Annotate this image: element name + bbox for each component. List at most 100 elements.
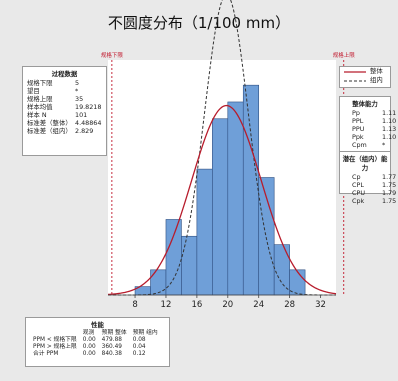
potential-capability-label: Cp xyxy=(352,173,361,181)
histogram-bar xyxy=(242,84,260,296)
performance-cell: PPM > 规格上限 xyxy=(33,344,77,350)
overall-capability-rows: Pp 1.11 PPL 1.10 PPU 1.13 Ppk 1.10 Cpm * xyxy=(340,109,396,149)
potential-capability-value: 1.79 xyxy=(382,189,397,197)
capability-panel: 整体能力 Pp 1.11 PPL 1.10 PPU 1.13 Ppk 1.10 Cpm * 潜在（… xyxy=(339,96,396,205)
potential-capability-value: 1.77 xyxy=(382,173,397,181)
performance-cell: 0.12 xyxy=(132,351,146,357)
performance-title: 性能 xyxy=(91,321,104,329)
histogram-bar xyxy=(165,219,182,296)
process-data-value: 5 xyxy=(75,79,80,87)
x-tick-label: 24 xyxy=(253,300,264,310)
overall-capability-label: Cpm xyxy=(352,141,367,149)
overall-capability-row: PPU 1.13 xyxy=(340,125,396,133)
process-data-title: 过程数据 xyxy=(51,70,78,78)
process-data-row: 样本 N 101 xyxy=(23,111,106,119)
performance-cell: 合计 PPM xyxy=(33,351,59,357)
process-data-row: 样本均值 19.8218 xyxy=(23,103,106,111)
legend-item-within: 组内 xyxy=(340,76,390,85)
process-data-value: 2.829 xyxy=(75,127,94,135)
performance-header-cell: 预期 整体 xyxy=(101,330,127,336)
x-tick-label: 8 xyxy=(132,300,137,310)
x-tick-label: 32 xyxy=(315,300,326,310)
process-data-value: 19.8218 xyxy=(75,103,102,111)
histogram-bar xyxy=(181,235,198,296)
performance-cell: 479.88 xyxy=(101,337,122,343)
x-tick-label: 20 xyxy=(222,300,233,310)
performance-row: 合计 PPM 0.00 840.38 0.12 xyxy=(30,351,161,358)
performance-header-row: 观测 预期 整体 预期 组内 xyxy=(30,330,161,337)
potential-capability-value: 1.75 xyxy=(382,181,397,189)
process-data-row: 规格下限 5 xyxy=(23,79,106,87)
performance-row: PPM < 规格下限 0.00 479.88 0.08 xyxy=(30,337,161,344)
overall-capability-value: 1.11 xyxy=(382,109,397,117)
overall-capability-row: Ppk 1.10 xyxy=(340,133,396,141)
histogram-bar xyxy=(258,177,275,296)
x-tick-label: 28 xyxy=(284,300,295,310)
potential-capability-rows: Cp 1.77 CPL 1.75 CPU 1.79 Cpk 1.75 xyxy=(340,173,396,205)
overall-capability-row: Pp 1.11 xyxy=(340,109,396,117)
process-data-rows: 规格下限 5 望目 * 规格上限 35 样本均值 19.8218 样本 N 101 标准差（整体） 4… xyxy=(23,79,106,135)
process-data-label: 标准差（组内） xyxy=(27,127,72,135)
legend-label-within: 组内 xyxy=(370,76,383,84)
process-data-label: 望目 xyxy=(27,87,40,95)
performance-cell: 0.00 xyxy=(82,337,96,343)
potential-capability-row: Cpk 1.75 xyxy=(340,197,396,205)
overall-capability-row: PPL 1.10 xyxy=(340,117,396,125)
legend-line-solid xyxy=(344,70,366,73)
process-data-row: 规格上限 35 xyxy=(23,95,106,103)
process-data-label: 规格下限 xyxy=(27,79,53,87)
performance-cell: 0.08 xyxy=(132,337,146,343)
performance-panel: 性能 观测 预期 整体 预期 组内 PPM < 规格下限 0.00 479.88 0.08 P… xyxy=(25,317,170,367)
process-data-value: 101 xyxy=(75,111,88,119)
potential-capability-row: CPL 1.75 xyxy=(340,181,396,189)
histogram-bar xyxy=(150,269,167,296)
histogram-bar xyxy=(196,168,213,296)
process-data-row: 标准差（整体） 4.48864 xyxy=(23,119,106,127)
process-data-panel: 过程数据 规格下限 5 望目 * 规格上限 35 样本均值 19.8218 样本 N 101 标准差… xyxy=(22,66,107,156)
overall-curve xyxy=(107,104,337,296)
performance-header-cell xyxy=(30,330,80,337)
performance-cell: PPM < 规格下限 xyxy=(33,337,77,343)
performance-cell: 360.49 xyxy=(101,344,122,350)
x-tick-label: 16 xyxy=(191,300,202,310)
process-data-value: 35 xyxy=(75,95,84,103)
performance-row: PPM > 规格上限 0.00 360.49 0.04 xyxy=(30,344,161,351)
lsl-label: 规格下限 xyxy=(101,51,124,59)
chart-title: 不圆度分布（1/100 mm） xyxy=(107,14,291,32)
legend-line-dashed xyxy=(344,79,366,82)
x-tick-label: 12 xyxy=(161,300,172,310)
overall-capability-label: PPU xyxy=(352,125,365,133)
process-data-row: 标准差（组内） 2.829 xyxy=(23,127,106,135)
overall-capability-value: 1.10 xyxy=(382,133,397,141)
histogram-bar xyxy=(212,118,229,296)
process-data-label: 样本均值 xyxy=(27,103,53,111)
legend-label-overall: 整体 xyxy=(370,67,383,75)
performance-cell: 0.00 xyxy=(82,351,96,357)
performance-cell: 0.04 xyxy=(132,344,146,350)
performance-cell: 840.38 xyxy=(101,351,122,357)
performance-header-cell: 预期 组内 xyxy=(132,330,158,336)
potential-capability-title: 潜在（组内）能力 xyxy=(342,155,388,172)
overall-capability-label: PPL xyxy=(352,117,364,125)
process-data-label: 样本 N xyxy=(27,111,47,119)
overall-capability-label: Ppk xyxy=(352,133,364,141)
overall-capability-label: Pp xyxy=(352,109,360,117)
potential-capability-value: 1.75 xyxy=(382,197,397,205)
process-data-label: 标准差（整体） xyxy=(27,119,72,127)
legend-item-overall: 整体 xyxy=(340,67,390,76)
potential-capability-row: Cp 1.77 xyxy=(340,173,396,181)
usl-label: 规格上限 xyxy=(333,51,356,59)
process-data-value: * xyxy=(75,87,79,95)
histogram-bar xyxy=(227,101,244,296)
overall-capability-value: 1.10 xyxy=(382,117,397,125)
performance-header-cell: 观测 xyxy=(82,330,95,336)
histogram-bar xyxy=(273,244,290,296)
process-data-row: 望目 * xyxy=(23,87,106,95)
performance-table: 观测 预期 整体 预期 组内 PPM < 规格下限 0.00 479.88 0.08 PPM … xyxy=(30,330,161,358)
legend: 整体 组内 xyxy=(339,66,391,88)
potential-capability-label: CPL xyxy=(352,181,364,189)
process-data-value: 4.48864 xyxy=(75,119,102,127)
capability-divider xyxy=(340,151,390,152)
